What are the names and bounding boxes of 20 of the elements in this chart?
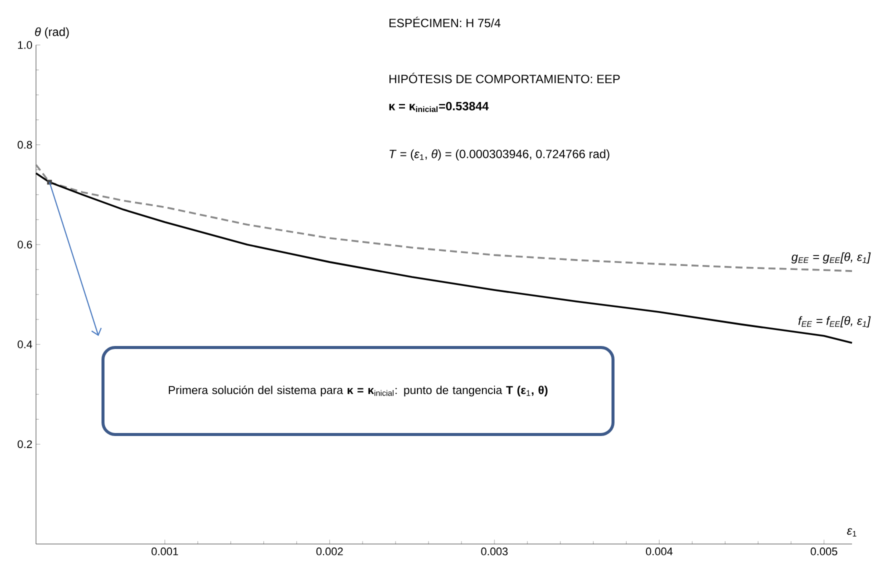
x-tick-label: 0.002 xyxy=(316,548,343,556)
annotation: HIPÓTESIS DE COMPORTAMIENTO: EEP xyxy=(390,72,620,84)
y-tick-label: 0.6 xyxy=(18,240,32,248)
x-tick-label: 0.004 xyxy=(646,548,673,556)
y-tick-label: 0.2 xyxy=(18,440,32,448)
y-axis-title: θ (rad) xyxy=(35,27,69,38)
annotation: Primera solución del sistema para κ = κ$_{inicial}$: punto de tangencia T (ε$_{1}$, θ) xyxy=(168,386,548,396)
series-label: f$_{EE}$ = f$_{EE}$[θ, ε$_{1}$] xyxy=(798,316,871,328)
annotation: T = (ε$_{1}$, θ) = (0.000303946, 0.724766 rad) xyxy=(390,149,610,161)
x-tick-label: 0.005 xyxy=(810,548,838,556)
y-tick-label: 0.4 xyxy=(18,340,32,348)
x-axis-title: ε$_{1}$ xyxy=(847,528,856,536)
annotation: κ = κ$_{inicial}$=0.53844 xyxy=(389,102,489,112)
line-series xyxy=(35,164,853,272)
x-tick-label: 0.003 xyxy=(481,548,508,556)
text: ESPÉCIMEN: H 75/4 xyxy=(390,16,500,28)
series-label: g$_{EE}$ = g$_{EE}$[θ, ε$_{1}$] xyxy=(791,252,871,264)
x-tick-label: 0.001 xyxy=(152,548,178,556)
y-tick-label: 0.8 xyxy=(18,140,32,149)
y-tick-label: 1.0 xyxy=(18,41,32,49)
